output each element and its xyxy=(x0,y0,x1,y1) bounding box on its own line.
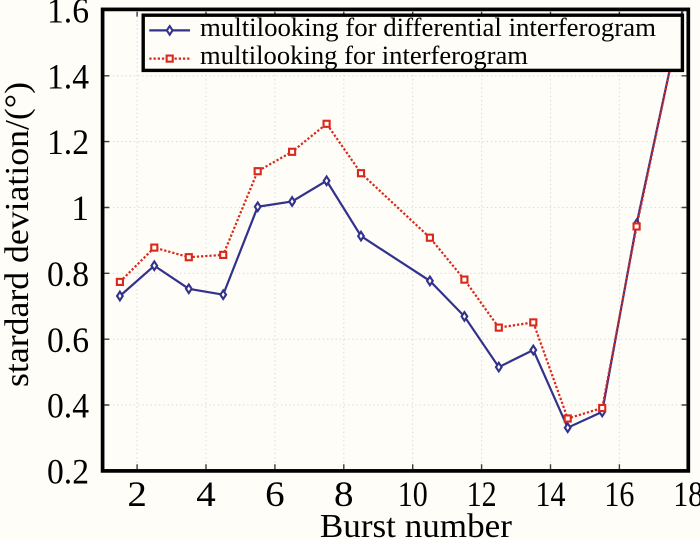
svg-text:16: 16 xyxy=(604,474,634,514)
svg-text:1.6: 1.6 xyxy=(47,0,89,31)
svg-text:14: 14 xyxy=(536,474,566,514)
svg-text:12: 12 xyxy=(467,474,497,514)
svg-text:1.2: 1.2 xyxy=(47,122,89,162)
svg-text:0.8: 0.8 xyxy=(47,254,89,294)
svg-text:0.6: 0.6 xyxy=(47,320,89,360)
svg-text:0.2: 0.2 xyxy=(47,452,89,492)
svg-text:Burst number: Burst number xyxy=(320,508,513,539)
svg-text:stardard deviation/(°): stardard deviation/(°) xyxy=(0,82,36,387)
svg-text:multilooking for differential: multilooking for differential interferog… xyxy=(200,13,656,42)
svg-text:18: 18 xyxy=(673,474,700,514)
svg-text:1: 1 xyxy=(71,188,89,228)
svg-text:10: 10 xyxy=(398,474,428,514)
svg-text:4: 4 xyxy=(196,474,216,514)
svg-text:2: 2 xyxy=(127,474,147,514)
svg-text:0.4: 0.4 xyxy=(47,386,89,426)
svg-text:8: 8 xyxy=(334,474,354,514)
svg-text:1.4: 1.4 xyxy=(47,56,89,96)
svg-text:multilooking for interferogram: multilooking for interferogram xyxy=(200,41,528,70)
svg-text:6: 6 xyxy=(265,474,285,514)
